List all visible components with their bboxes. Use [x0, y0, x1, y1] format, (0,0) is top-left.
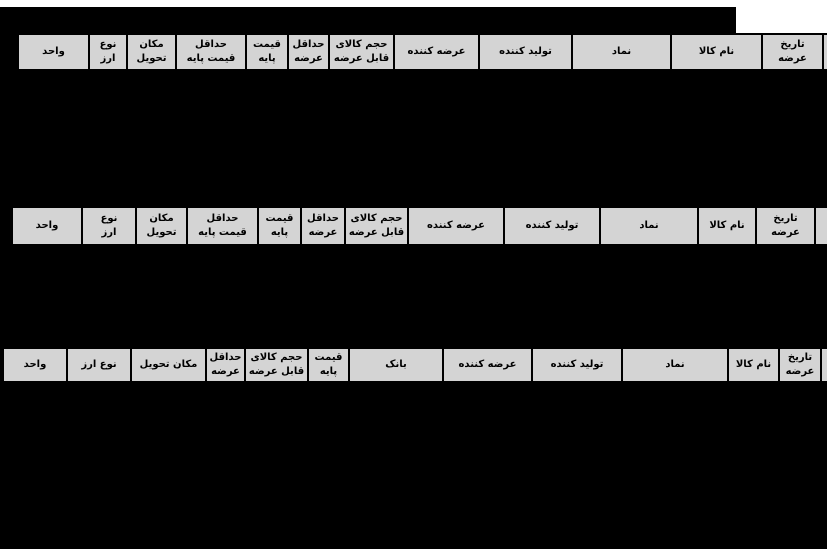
column-header: حداقل عرضه: [300, 206, 346, 246]
column-header: حجم کالای قابل عرضه: [344, 206, 409, 246]
column-header: عرضه کننده: [442, 347, 533, 383]
column-header: حداقل قیمت پایه: [175, 33, 247, 71]
column-header: واحد: [17, 33, 90, 71]
column-header: بانک: [348, 347, 444, 383]
column-header: نماد: [571, 33, 672, 71]
column-header: نوع ارز: [88, 33, 128, 71]
column-header: قیمت پایه: [245, 33, 289, 71]
column-header: تاریخ عرضه: [778, 347, 822, 383]
top-black-band: [0, 7, 736, 33]
column-header: نوع ارز: [66, 347, 132, 383]
column-header: نوع ارز: [81, 206, 137, 246]
column-header: تولید کننده: [503, 206, 601, 246]
column-header: کارگزار: [820, 347, 827, 383]
column-header: حجم کالای قابل عرضه: [328, 33, 395, 71]
column-header: تولید کننده: [478, 33, 573, 71]
column-header: نام کالا: [697, 206, 757, 246]
column-header: واحد: [11, 206, 83, 246]
column-header: تاریخ عرضه: [755, 206, 816, 246]
column-header: نماد: [599, 206, 699, 246]
top-white-strip: [0, 0, 827, 7]
column-header: نام کالا: [670, 33, 763, 71]
column-header: حداقل قیمت پایه: [186, 206, 259, 246]
column-header: واحد: [2, 347, 68, 383]
column-header: نام کالا: [727, 347, 780, 383]
column-header: حداقل عرضه: [205, 347, 246, 383]
column-header: حداقل عرضه: [287, 33, 330, 71]
column-header: تاریخ عرضه: [761, 33, 824, 71]
column-header: مکان تحویل: [135, 206, 188, 246]
column-header: تولید کننده: [531, 347, 623, 383]
column-header: مکان تحویل: [130, 347, 207, 383]
column-header: قیمت پایه: [307, 347, 350, 383]
column-header: کارگزار: [822, 33, 827, 71]
column-header: مکان تحویل: [126, 33, 177, 71]
column-header: عرضه کننده: [407, 206, 505, 246]
column-header: کارگزار: [814, 206, 827, 246]
column-header: نماد: [621, 347, 729, 383]
top-right-white-corner: [736, 7, 827, 33]
column-header: عرضه کننده: [393, 33, 480, 71]
column-header: حجم کالای قابل عرضه: [244, 347, 309, 383]
column-header: قیمت پایه: [257, 206, 302, 246]
